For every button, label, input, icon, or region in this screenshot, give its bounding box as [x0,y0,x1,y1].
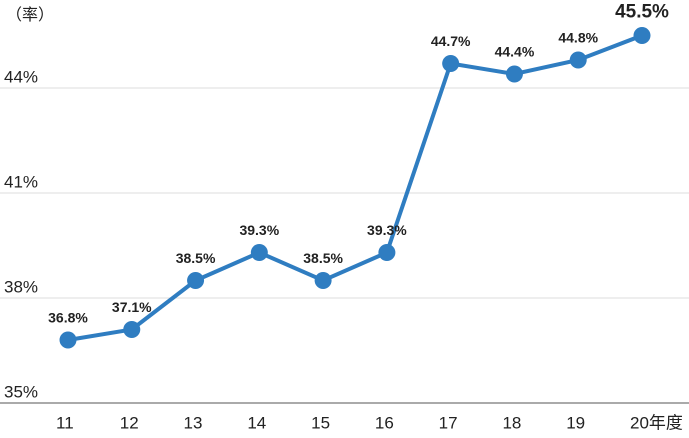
point [442,55,460,72]
y-tick-label: 35% [4,382,38,401]
y-axis-label: （率） [6,6,54,24]
x-tick-label: 17 [439,413,458,432]
y-tick-label: 44% [4,67,38,86]
value-label: 38.5% [303,250,343,266]
value-label: 37.1% [112,299,152,315]
value-label: 45.5% [615,2,669,23]
value-label: 44.8% [558,30,598,46]
value-label: 44.4% [495,44,535,60]
x-tick-label: 13 [184,413,203,432]
point [123,321,141,338]
point [378,244,396,261]
point [505,65,523,83]
x-tick-label: 11 [56,413,74,432]
value-label: 39.3% [239,222,279,238]
point [314,272,332,289]
x-tick-label: 20年度 [630,413,683,432]
y-tick-label: 38% [4,277,38,296]
x-tick-label: 19 [566,413,585,432]
line [67,33,643,342]
point [569,51,587,69]
x-tick-label: 16 [375,413,394,432]
point [633,27,651,44]
value-label: 39.3% [367,222,407,238]
x-tick-label: 14 [247,413,266,432]
x-tick-label: 18 [502,413,521,432]
y-tick-label: 41% [4,172,38,191]
point [250,244,268,261]
point [59,331,77,349]
value-label: 44.7% [431,33,471,49]
point [187,272,205,289]
value-label: 38.5% [176,250,216,266]
x-tick-label: 12 [120,413,139,432]
x-tick-label: 15 [311,413,330,432]
value-label: 36.8% [48,310,88,326]
